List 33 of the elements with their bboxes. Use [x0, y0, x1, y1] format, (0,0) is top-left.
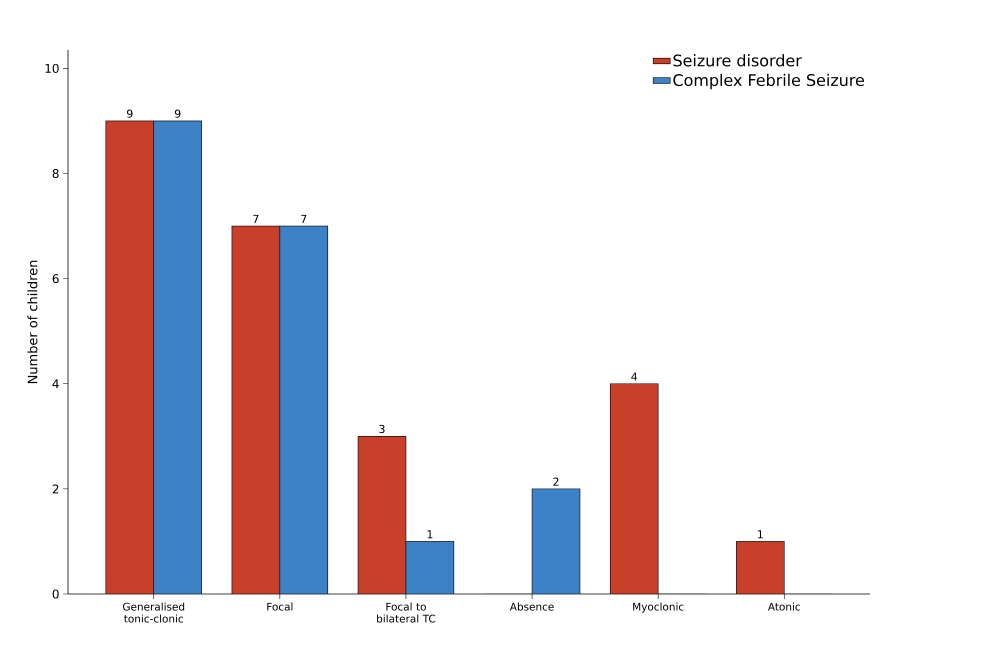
data-label: 2: [553, 478, 558, 486]
x-tick-label: Absence: [510, 602, 554, 611]
y-axis-title: Number of children: [27, 260, 38, 384]
y-tick-label: 6: [52, 274, 59, 284]
data-label: 3: [379, 424, 385, 434]
data-label: 1: [758, 530, 763, 538]
bar: [280, 226, 328, 594]
x-tick-label: Generalised tonic-clonic: [123, 602, 184, 623]
bar: [406, 541, 454, 594]
y-tick-label: 8: [52, 168, 59, 178]
bar: [610, 383, 658, 594]
x-tick-label: Focal: [267, 602, 292, 611]
legend-label: Seizure disorder: [674, 54, 802, 67]
data-label: 1: [428, 530, 432, 538]
bar: [358, 436, 406, 594]
data-label: 9: [174, 109, 180, 118]
x-tick-label: Myoclonic: [633, 602, 684, 613]
data-label: 7: [301, 214, 306, 223]
bar: [532, 488, 580, 594]
data-label: 4: [631, 372, 638, 381]
y-tick-label: 0: [52, 589, 59, 599]
data-label: 7: [253, 214, 258, 223]
x-tick-label: Atonic: [768, 602, 800, 611]
data-label: 9: [126, 109, 133, 118]
bar: [232, 226, 280, 594]
y-tick-label: 2: [52, 484, 58, 494]
bar: [106, 120, 154, 594]
legend-label: Complex Febrile Seizure: [673, 74, 864, 90]
bar: [736, 541, 785, 594]
y-tick-label: 10: [46, 64, 59, 73]
x-tick-label: Focal to bilateral TC: [377, 602, 436, 623]
y-tick-label: 4: [52, 379, 59, 388]
bar: [153, 120, 202, 594]
